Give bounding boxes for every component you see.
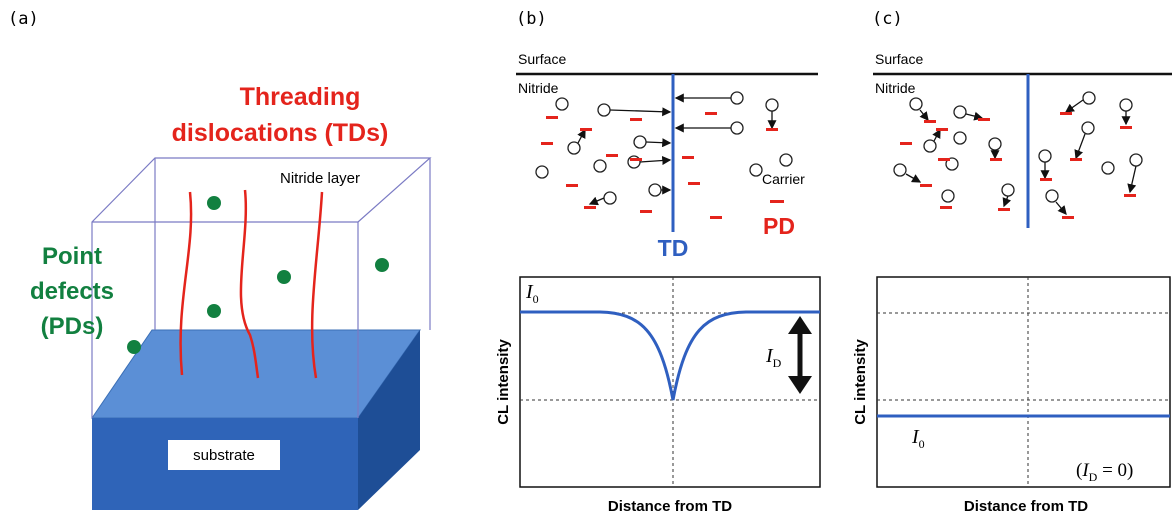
x-axis-label: Distance from TD (608, 498, 732, 515)
pd-label: defects (30, 278, 114, 305)
panel-label: (a) (8, 9, 39, 29)
plot-frame (877, 277, 1170, 487)
y-axis-label: CL intensity (495, 339, 512, 425)
td-title: dislocations (TDs) (172, 119, 389, 147)
note-label: (ID = 0) (1076, 460, 1133, 484)
carrier-label: Carrier (762, 171, 805, 187)
i0-label: I0 (525, 281, 539, 306)
pd-label: Point (42, 243, 102, 270)
carriers (536, 92, 792, 204)
x-axis-label: Distance from TD (964, 498, 1088, 515)
id-arrow-head (788, 376, 812, 394)
surface-label: Surface (875, 51, 923, 67)
td-title: Threading (240, 83, 361, 111)
pd-label: (PDs) (41, 313, 104, 340)
carriers (894, 92, 1142, 214)
figure: (a) Threading dislocations (TDs) Nitride… (0, 0, 1172, 520)
point-defect-marks (900, 112, 1136, 219)
y-axis-label: CL intensity (852, 339, 869, 425)
substrate-label: substrate (193, 447, 255, 464)
layer-label: Nitride layer (280, 170, 360, 187)
point-defect-marks (541, 112, 784, 219)
panel-label: (c) (872, 9, 903, 29)
panel-label: (b) (516, 9, 547, 29)
id-arrow-head (788, 316, 812, 334)
i0-label: I0 (911, 426, 925, 451)
nitride-label: Nitride (875, 80, 916, 96)
td-label: TD (658, 235, 689, 261)
nitride-label: Nitride (518, 80, 559, 96)
surface-label: Surface (518, 51, 566, 67)
pd-label: PD (763, 213, 795, 239)
id-label: ID (765, 345, 782, 370)
